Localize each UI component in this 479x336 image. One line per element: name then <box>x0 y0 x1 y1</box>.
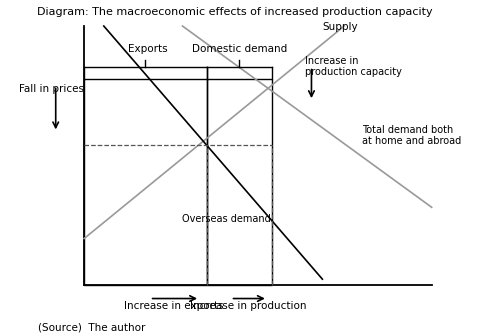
Text: Supply: Supply <box>322 22 358 32</box>
Text: Increase in
production capacity: Increase in production capacity <box>305 56 402 77</box>
Text: Domestic demand: Domestic demand <box>192 44 287 54</box>
Bar <box>84 79 206 285</box>
Text: Increase in production: Increase in production <box>190 301 306 311</box>
Text: Fall in prices: Fall in prices <box>19 84 83 93</box>
Text: (Source)  The author: (Source) The author <box>38 323 146 333</box>
Text: Increase in exports: Increase in exports <box>124 301 224 311</box>
Text: Overseas demand: Overseas demand <box>182 214 271 223</box>
Bar <box>206 79 272 285</box>
Text: Total demand both
at home and abroad: Total demand both at home and abroad <box>362 125 461 146</box>
Text: Diagram: The macroeconomic effects of increased production capacity: Diagram: The macroeconomic effects of in… <box>37 7 433 17</box>
Text: Exports: Exports <box>128 44 167 54</box>
